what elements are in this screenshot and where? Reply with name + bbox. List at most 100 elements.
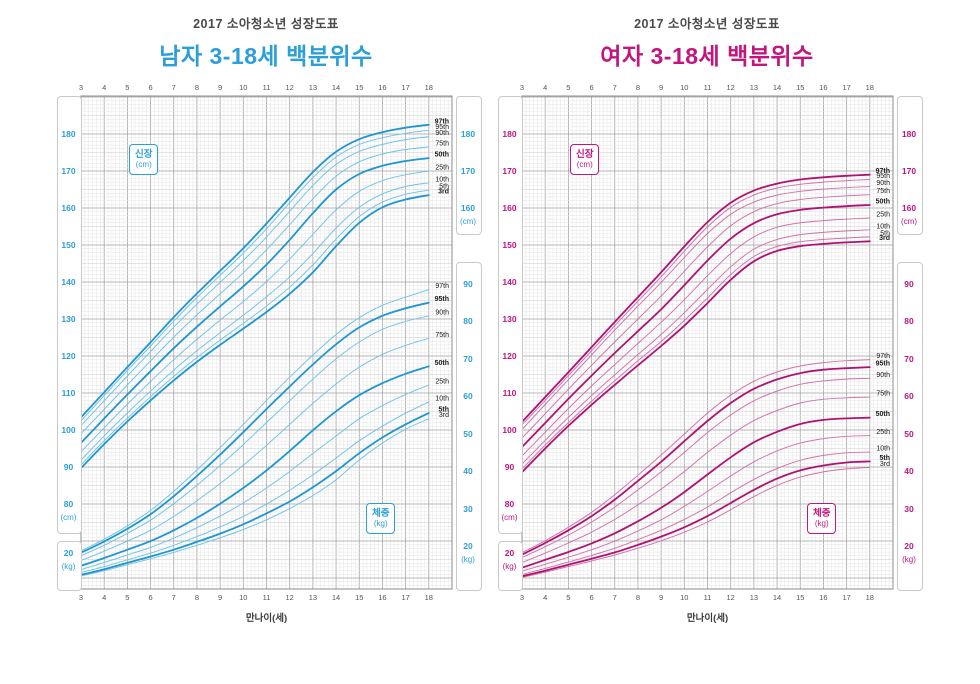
left-weight-unit: (kg) [502, 562, 517, 571]
right-weight-tick: 60 [904, 391, 914, 402]
weight-tag-label: 체중 [813, 508, 831, 519]
curve-weight-25th [80, 384, 430, 571]
left-height-tick: 120 [502, 351, 517, 361]
x-axis-tick-top: 13 [308, 83, 318, 92]
percentile-label-weight-5th: 5th [439, 407, 450, 414]
left-height-tick: 150 [502, 240, 517, 250]
x-axis-tick-top: 6 [148, 83, 153, 92]
percentile-label-weight-95th: 95th [876, 361, 890, 368]
percentile-label-height-97th: 97th [876, 168, 890, 175]
right-weight-tick: 80 [904, 316, 914, 327]
x-axis-tick-bottom: 15 [355, 593, 364, 602]
left-weight-tick: 20 [504, 548, 515, 558]
x-axis-tick-bottom: 14 [331, 593, 341, 602]
x-axis-tick-bottom: 3 [519, 593, 525, 602]
curve-weight-25th [521, 435, 871, 572]
curve-height-10th [521, 229, 871, 465]
left-height-axis-box [57, 96, 82, 534]
x-axis-tick-bottom: 15 [796, 593, 805, 602]
percentile-label-weight-10th: 10th [876, 446, 890, 453]
x-axis-tick-bottom: 17 [842, 593, 851, 602]
x-axis-tick-bottom: 12 [726, 593, 735, 602]
right-weight-tick: 20 [463, 541, 473, 551]
curve-weight-97th [521, 359, 871, 554]
curve-height-3rd [521, 240, 871, 474]
curve-weight-10th [80, 401, 430, 574]
curve-weight-90th [80, 315, 430, 557]
height-tag-unit: (cm) [135, 160, 152, 169]
curve-weight-75th [521, 396, 871, 563]
percentile-label-weight-50th: 50th [435, 360, 449, 367]
curve-height-97th [80, 123, 430, 419]
percentile-label-height-10th: 10th [876, 223, 890, 230]
weight-tag-label: 체중 [372, 508, 390, 519]
percentile-label-height-50th: 50th [876, 199, 890, 206]
percentile-label-height-95th: 95th [876, 173, 890, 180]
chart-subtitle: 남자 3-18세 백분위수 [159, 43, 373, 69]
x-axis-tick-bottom: 7 [171, 593, 176, 602]
x-axis-tick-top: 16 [378, 83, 387, 92]
right-height-axis-box [897, 96, 923, 235]
x-axis-tick-bottom: 9 [218, 593, 223, 602]
percentile-label-weight-90th: 90th [876, 372, 890, 379]
x-axis-tick-top: 3 [519, 83, 525, 92]
right-height-axis-box [456, 96, 482, 235]
left-weight-tick: 20 [63, 548, 74, 558]
weight-axis-tag: 체중 (kg) [807, 503, 837, 534]
left-height-tick: 130 [502, 314, 517, 324]
weight-tag-unit: (kg) [373, 519, 388, 528]
x-axis-tick-bottom: 5 [125, 593, 130, 602]
left-height-tick: 130 [61, 314, 76, 324]
height-tag-label: 신장 [135, 149, 153, 160]
percentile-label-height-50th: 50th [435, 152, 449, 159]
percentile-label-weight-5th: 5th [880, 455, 891, 462]
curve-height-25th [80, 170, 430, 453]
x-axis-tick-top: 17 [842, 83, 851, 92]
right-weight-tick: 30 [904, 503, 914, 514]
left-height-tick: 90 [63, 462, 74, 472]
curve-height-10th [80, 182, 430, 461]
height-tag-unit: (cm) [576, 160, 593, 169]
x-axis-tick-top: 13 [749, 83, 759, 92]
right-weight-tick: 70 [463, 353, 473, 364]
percentile-label-weight-75th: 75th [435, 332, 449, 339]
right-weight-tick: 50 [463, 428, 473, 439]
curve-weight-75th [80, 337, 430, 562]
boys-chart-panel: 2017 소아청소년 성장도표 남자 3-18세 백분위수 3rd 5th 10th… [57, 17, 482, 624]
percentile-label-height-3rd: 3rd [438, 189, 449, 196]
x-axis-tick-bottom: 8 [635, 593, 641, 602]
left-height-tick: 80 [63, 499, 74, 509]
curve-weight-50th [80, 365, 430, 567]
x-axis-tick-top: 11 [703, 83, 712, 92]
left-weight-axis-box [57, 541, 82, 591]
right-weight-tick: 30 [463, 503, 473, 514]
curve-weight-5th [521, 460, 871, 578]
x-axis-tick-top: 14 [772, 83, 782, 92]
percentile-label-height-95th: 95th [435, 124, 449, 131]
height-tag-label: 신장 [576, 149, 594, 160]
curve-height-75th [521, 194, 871, 439]
x-axis-tick-top: 8 [635, 83, 641, 92]
right-weight-tick: 40 [463, 466, 473, 477]
percentile-label-height-97th: 97th [435, 118, 449, 125]
x-axis-tick-top: 18 [865, 83, 874, 92]
x-axis-tick-bottom: 18 [424, 593, 433, 602]
percentile-label-weight-3rd: 3rd [439, 412, 449, 419]
x-axis-label: 만나이(세) [245, 613, 288, 624]
curve-weight-97th [80, 289, 430, 552]
percentile-label-weight-25th: 25th [876, 429, 890, 436]
chart-title: 2017 소아청소년 성장도표 [193, 17, 339, 31]
x-axis-tick-bottom: 4 [543, 593, 548, 602]
girls-chart-panel: 2017 소아청소년 성장도표 여자 3-18세 백분위수 3rd 5th 10th… [441, 0, 931, 684]
left-height-tick: 150 [61, 240, 76, 250]
x-axis-tick-bottom: 16 [819, 593, 828, 602]
percentile-label-height-25th: 25th [876, 211, 890, 218]
left-height-tick: 90 [504, 462, 515, 472]
percentile-label-weight-25th: 25th [435, 379, 449, 386]
x-axis-label: 만나이(세) [686, 613, 729, 624]
right-height-tick: 180 [460, 129, 476, 139]
left-height-tick: 160 [61, 203, 76, 213]
